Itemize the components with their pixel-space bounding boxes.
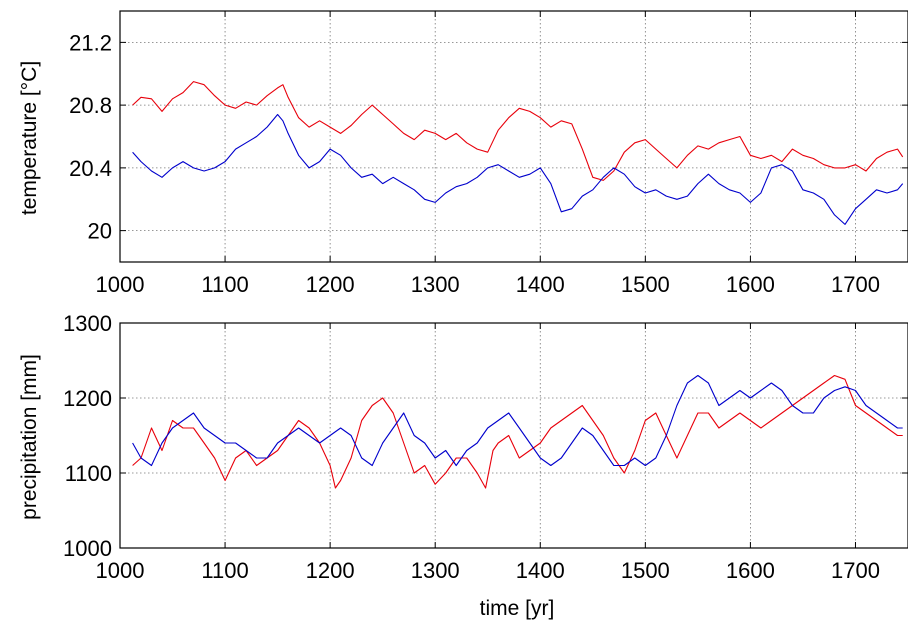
plot-frame: [119, 322, 908, 549]
x-tick-label: 1500: [621, 272, 670, 297]
x-tick-label: 1000: [96, 272, 145, 297]
x-tick-label: 1100: [201, 272, 248, 297]
x-tick-label: 1200: [306, 272, 355, 297]
series-line-1: [132, 113, 904, 225]
y-tick-label: 1200: [63, 386, 112, 411]
x-tick-label: 1700: [831, 558, 880, 583]
y-tick-label: 20: [88, 219, 112, 244]
x-tick-label: 1400: [516, 272, 565, 297]
y-tick-label: 1000: [63, 536, 112, 561]
series-line-0: [132, 374, 903, 489]
x-tick-label: 1600: [726, 558, 775, 583]
y-tick-label: 20.4: [69, 156, 112, 181]
temperature-ylabel: temperature [°C]: [18, 61, 41, 215]
x-tick-label: 1300: [411, 558, 460, 583]
x-tick-label: 1400: [516, 558, 565, 583]
x-tick-label: 1000: [96, 558, 145, 583]
series-line-0: [132, 81, 904, 181]
y-tick-label: 21.2: [69, 30, 112, 55]
y-tick-label: 1100: [65, 461, 112, 486]
temperature-chart: temperature [°C] 1000 1100 1200 1300 1400 150…: [18, 10, 908, 297]
precipitation-chart: precipitation [mm] time [yr] 1000 1100 120…: [18, 311, 908, 620]
x-tick-label: 1600: [726, 272, 775, 297]
plot-frame: [119, 10, 908, 263]
x-tick-label: 1700: [831, 272, 880, 297]
x-tick-label: 1200: [306, 558, 355, 583]
precipitation-ylabel: precipitation [mm]: [18, 354, 41, 520]
x-tick-label: 1500: [621, 558, 670, 583]
x-tick-label: 1100: [201, 558, 248, 583]
y-tick-label: 20.8: [69, 93, 112, 118]
series-line-1: [132, 374, 903, 467]
time-xlabel: time [yr]: [480, 597, 555, 620]
y-tick-label: 1300: [63, 311, 112, 336]
x-tick-label: 1300: [411, 272, 460, 297]
